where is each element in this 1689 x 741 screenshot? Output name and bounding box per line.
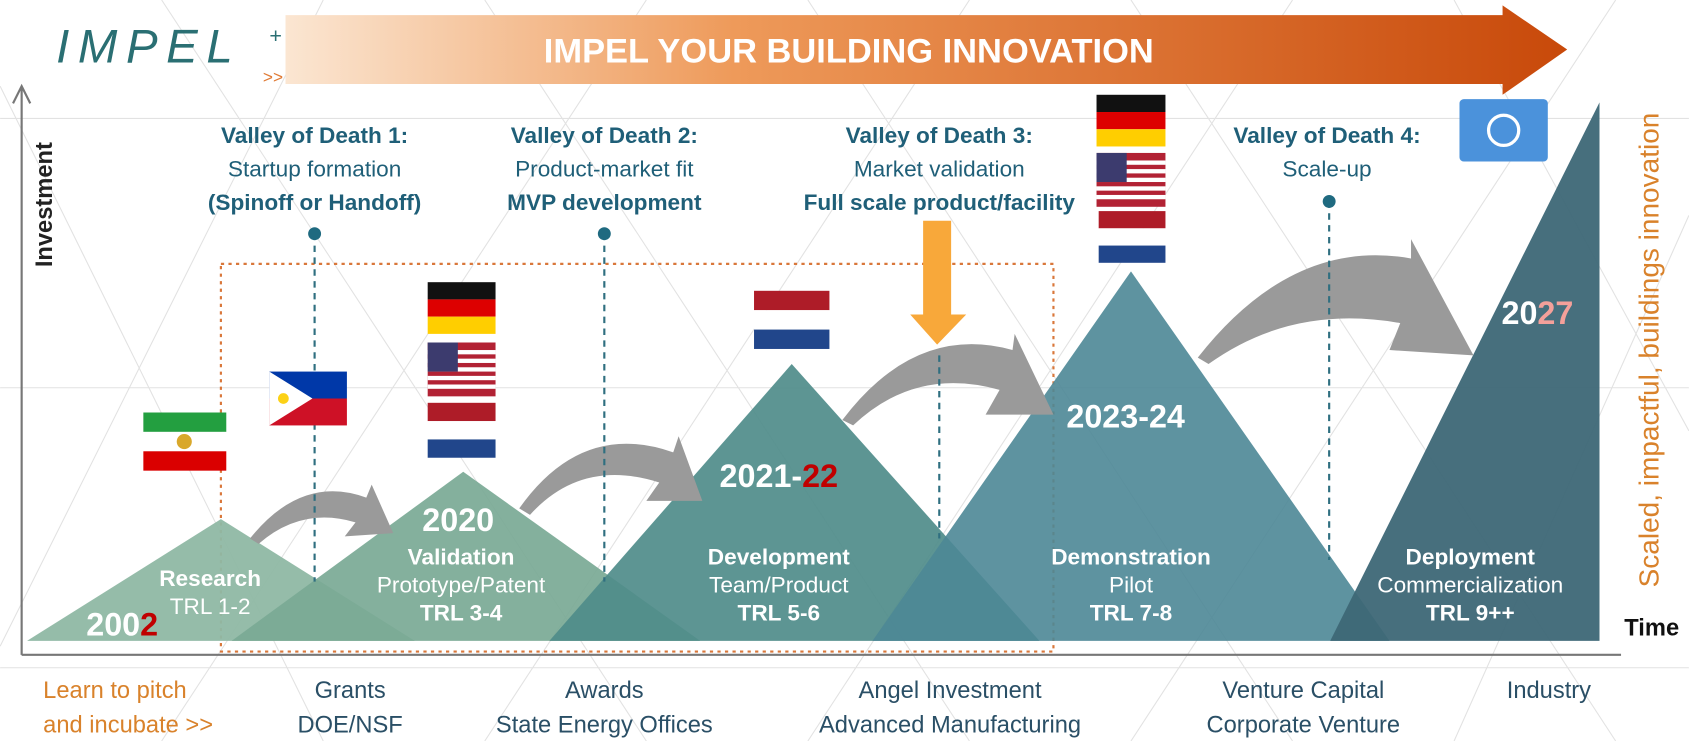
funding-text: Awards (565, 678, 644, 704)
funding-text: State Energy Offices (496, 712, 713, 738)
curved-arrow (519, 436, 703, 515)
axes (12, 83, 1622, 656)
flag-netherlands (427, 402, 496, 458)
progress-arrows (249, 239, 1474, 544)
flag-germany (427, 282, 496, 334)
valley-title: Valley of Death 2: (511, 123, 698, 148)
year-label: 2020 (422, 502, 494, 538)
stage-name: Development (708, 544, 850, 569)
curved-arrow (842, 333, 1054, 426)
valley-text: Full scale product/facility (804, 190, 1076, 215)
funding-text: and incubate >> (43, 712, 213, 738)
funding-text: Angel Investment (859, 678, 1042, 704)
curved-arrow (249, 484, 394, 544)
flags (143, 94, 1548, 471)
stage-text: Pilot (1109, 572, 1154, 597)
funding-text: Learn to pitch (43, 678, 187, 704)
stage-text: TRL 1-2 (170, 594, 251, 619)
year-text: 2020 (422, 502, 494, 538)
stage-name: Demonstration (1051, 544, 1211, 569)
flag-usa (1096, 152, 1166, 207)
banner-title: IMPEL YOUR BUILDING INNOVATION (544, 32, 1154, 70)
banner-arrow (285, 5, 1568, 95)
valley-lines (313, 201, 1331, 582)
x-axis-label: Time (1624, 615, 1679, 641)
year-text: 2023-24 (1066, 399, 1185, 435)
curved-arrow (1197, 239, 1474, 365)
stage-text: Prototype/Patent (377, 572, 546, 597)
logo-chevrons: >> (263, 67, 283, 87)
valley-text: Product-market fit (515, 157, 694, 182)
funding-text: DOE/NSF (297, 712, 402, 738)
stage-text: Commercialization (1377, 572, 1563, 597)
flag-netherlands (754, 290, 830, 349)
stage-text: TRL 9++ (1426, 600, 1515, 625)
stage-text: TRL 7-8 (1090, 600, 1173, 625)
mountain (1330, 102, 1600, 641)
mountain (231, 471, 701, 641)
valley-text: Startup formation (228, 157, 401, 182)
funding-text: Grants (315, 678, 386, 704)
year-text: 200 (86, 606, 140, 642)
valley-title: Valley of Death 4: (1233, 123, 1420, 148)
valley-title: Valley of Death 3: (846, 123, 1033, 148)
flag-usa (427, 342, 496, 397)
year-highlight: 2 (140, 606, 158, 642)
flag-iran (143, 412, 227, 471)
flag-philippines (269, 371, 347, 426)
funding-text: Industry (1507, 678, 1591, 704)
year-text: 20 (1501, 295, 1537, 331)
year-label: 2027 (1501, 295, 1573, 331)
flag-germany (1096, 94, 1166, 147)
funding-text: Venture Capital (1222, 678, 1384, 704)
logo-plus: + (269, 24, 282, 48)
valley-text: Market validation (854, 157, 1025, 182)
valley-title: Valley of Death 1: (221, 123, 408, 148)
valley-text: Scale-up (1282, 157, 1371, 182)
mountains (27, 102, 1600, 641)
valley-text: (Spinoff or Handoff) (208, 190, 421, 215)
valley-dots (308, 194, 1336, 241)
flag-un (1459, 99, 1548, 162)
year-label: 2021-22 (720, 458, 839, 494)
down-arrow (910, 220, 967, 345)
funding-text: Corporate Venture (1207, 712, 1401, 738)
mountain (549, 364, 1040, 641)
flag-netherlands (1098, 211, 1166, 263)
logo-name: IMPEL (56, 20, 241, 73)
year-highlight: 22 (802, 458, 838, 494)
funding-text: Advanced Manufacturing (819, 712, 1081, 738)
year-text: 2021- (720, 458, 803, 494)
stage-name: Validation (408, 544, 515, 569)
year-label: 2002 (86, 606, 158, 642)
stage-text: TRL 5-6 (738, 600, 821, 625)
stage-text: Team/Product (709, 572, 849, 597)
stage-name: Deployment (1406, 544, 1536, 569)
year-label: 2023-24 (1066, 399, 1185, 435)
year-highlight: 27 (1537, 295, 1573, 331)
side-label: Scaled, impactful, buildings innovation (1634, 113, 1665, 588)
y-axis-label: Investment (32, 142, 58, 267)
valley-text: MVP development (507, 190, 702, 215)
stage-text: TRL 3-4 (420, 600, 503, 625)
mountain (872, 271, 1390, 641)
stage-name: Research (159, 566, 261, 591)
